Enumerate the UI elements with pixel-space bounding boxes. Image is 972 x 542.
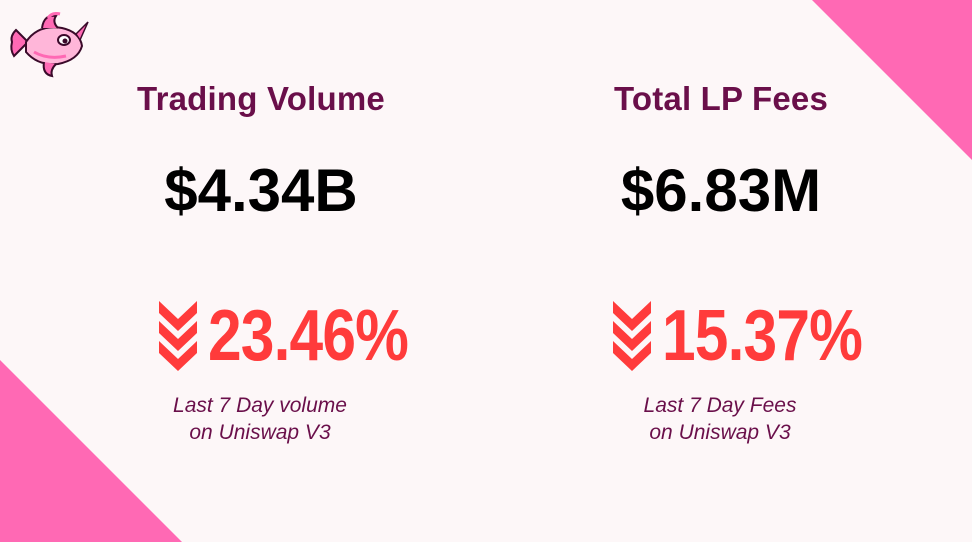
top-right-corner-decoration [812,0,972,160]
change-row: 23.46% [156,296,446,376]
unicorn-fish-icon [10,12,89,78]
double-chevron-down-icon [159,301,197,371]
trading-volume-stat: Trading Volume $4.34B 23.46% Last 7 Day … [110,80,446,446]
double-chevron-down-icon [613,301,651,371]
total-lp-fees-stat: Total LP Fees $6.83M 15.37% Last 7 Day F… [486,0,972,542]
caption-line: on Uniswap V3 [649,421,791,444]
percent-change: 23.46% [208,296,409,376]
change-row: 15.37% [610,296,900,376]
stat-title: Trading Volume [137,80,385,117]
stat-title: Total LP Fees [613,80,829,117]
stat-caption: Last 7 Day Fees on Uniswap V3 [570,392,870,446]
percent-change: 15.37% [662,296,863,376]
caption-line: Last 7 Day volume [173,394,347,417]
caption-line: Last 7 Day Fees [643,394,797,417]
stat-caption: Last 7 Day volume on Uniswap V3 [110,392,410,446]
caption-line: on Uniswap V3 [189,421,331,444]
stat-value: $4.34B [164,157,358,224]
bottom-left-corner-decoration [0,360,182,542]
stat-value: $6.83M [620,157,822,224]
